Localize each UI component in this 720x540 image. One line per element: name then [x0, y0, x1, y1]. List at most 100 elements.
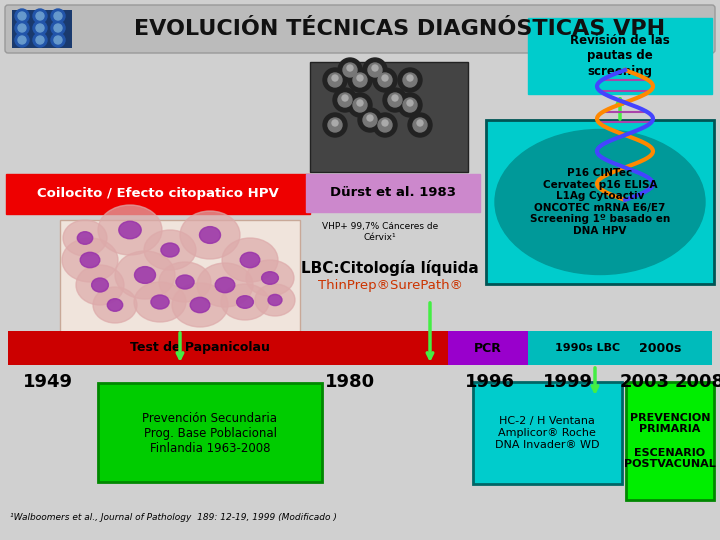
Text: 2000s: 2000s [639, 341, 681, 354]
Circle shape [407, 75, 413, 81]
Ellipse shape [91, 278, 109, 292]
Ellipse shape [495, 130, 705, 274]
Text: PCR: PCR [474, 341, 502, 354]
Circle shape [398, 68, 422, 92]
Circle shape [333, 88, 357, 112]
Circle shape [408, 113, 432, 137]
Text: 2003: 2003 [620, 373, 670, 391]
Ellipse shape [221, 284, 269, 320]
FancyBboxPatch shape [5, 5, 715, 53]
Circle shape [15, 9, 29, 23]
Circle shape [357, 100, 363, 106]
Circle shape [358, 108, 382, 132]
Circle shape [403, 73, 417, 87]
Text: ThinPrep®SurePath®: ThinPrep®SurePath® [318, 280, 462, 293]
Ellipse shape [93, 287, 137, 323]
Text: PREVENCION
PRIMARIA

ESCENARIO
POSTVACUNAL: PREVENCION PRIMARIA ESCENARIO POSTVACUNA… [624, 413, 716, 469]
Circle shape [382, 75, 388, 81]
Circle shape [363, 113, 377, 127]
Circle shape [373, 113, 397, 137]
FancyBboxPatch shape [12, 10, 72, 48]
Circle shape [338, 93, 352, 107]
Circle shape [18, 36, 26, 44]
Ellipse shape [268, 294, 282, 306]
Circle shape [342, 95, 348, 101]
Ellipse shape [98, 205, 162, 255]
Circle shape [403, 98, 417, 112]
Circle shape [33, 9, 47, 23]
Circle shape [323, 113, 347, 137]
FancyBboxPatch shape [473, 382, 622, 484]
FancyBboxPatch shape [486, 120, 714, 284]
Text: Test de Papanicolau: Test de Papanicolau [130, 341, 270, 354]
Text: 1980: 1980 [325, 373, 375, 391]
Circle shape [407, 100, 413, 106]
FancyBboxPatch shape [6, 174, 310, 214]
Ellipse shape [80, 252, 100, 268]
FancyBboxPatch shape [528, 331, 712, 365]
Ellipse shape [161, 243, 179, 257]
Circle shape [363, 58, 387, 82]
Circle shape [36, 36, 44, 44]
Circle shape [54, 24, 62, 32]
Circle shape [343, 63, 357, 77]
Circle shape [323, 68, 347, 92]
Circle shape [382, 120, 388, 126]
Ellipse shape [215, 278, 235, 293]
Circle shape [36, 12, 44, 20]
Ellipse shape [190, 298, 210, 313]
Circle shape [367, 115, 373, 121]
FancyBboxPatch shape [98, 383, 322, 482]
Circle shape [54, 12, 62, 20]
Circle shape [353, 98, 367, 112]
Text: Coilocito / Efecto citopatico HPV: Coilocito / Efecto citopatico HPV [37, 187, 279, 200]
Text: P16 CINTec
Cervatec p16 ELISA
L1Ag Cytoactiv
ONCOTEC mRNA E6/E7
Screening 1º bas: P16 CINTec Cervatec p16 ELISA L1Ag Cytoa… [530, 168, 670, 236]
Circle shape [54, 36, 62, 44]
Circle shape [15, 33, 29, 47]
Ellipse shape [76, 265, 124, 305]
FancyBboxPatch shape [626, 382, 714, 500]
Ellipse shape [176, 275, 194, 289]
Circle shape [33, 33, 47, 47]
FancyBboxPatch shape [528, 18, 712, 94]
Ellipse shape [115, 251, 175, 299]
Ellipse shape [134, 282, 186, 322]
Ellipse shape [222, 238, 278, 282]
FancyBboxPatch shape [60, 220, 300, 360]
Circle shape [357, 75, 363, 81]
Circle shape [18, 24, 26, 32]
Ellipse shape [135, 267, 156, 284]
Circle shape [328, 73, 342, 87]
Text: 2008: 2008 [675, 373, 720, 391]
Ellipse shape [199, 227, 220, 244]
Circle shape [378, 73, 392, 87]
Ellipse shape [159, 262, 211, 302]
Ellipse shape [77, 232, 93, 244]
Circle shape [18, 12, 26, 20]
Ellipse shape [180, 211, 240, 259]
Circle shape [36, 24, 44, 32]
Circle shape [417, 120, 423, 126]
Ellipse shape [144, 230, 196, 270]
FancyBboxPatch shape [306, 174, 480, 212]
Ellipse shape [237, 296, 253, 308]
Ellipse shape [63, 220, 107, 256]
Ellipse shape [246, 260, 294, 296]
Circle shape [51, 21, 65, 35]
Text: Revisión de las
pautas de
screening: Revisión de las pautas de screening [570, 35, 670, 78]
Circle shape [388, 93, 402, 107]
Ellipse shape [119, 221, 141, 239]
Text: 1996: 1996 [465, 373, 515, 391]
Circle shape [332, 75, 338, 81]
Circle shape [33, 21, 47, 35]
Text: Prevención Secundaria
Prog. Base Poblacional
Finlandia 1963-2008: Prevención Secundaria Prog. Base Poblaci… [143, 411, 277, 455]
FancyBboxPatch shape [8, 331, 448, 365]
Circle shape [383, 88, 407, 112]
Circle shape [332, 120, 338, 126]
Circle shape [378, 118, 392, 132]
Circle shape [15, 21, 29, 35]
Circle shape [348, 93, 372, 117]
Circle shape [372, 65, 378, 71]
Circle shape [398, 93, 422, 117]
Text: ¹Walboomers et al., Journal of Pathology  189: 12-19, 1999 (Modificado ): ¹Walboomers et al., Journal of Pathology… [10, 514, 337, 523]
